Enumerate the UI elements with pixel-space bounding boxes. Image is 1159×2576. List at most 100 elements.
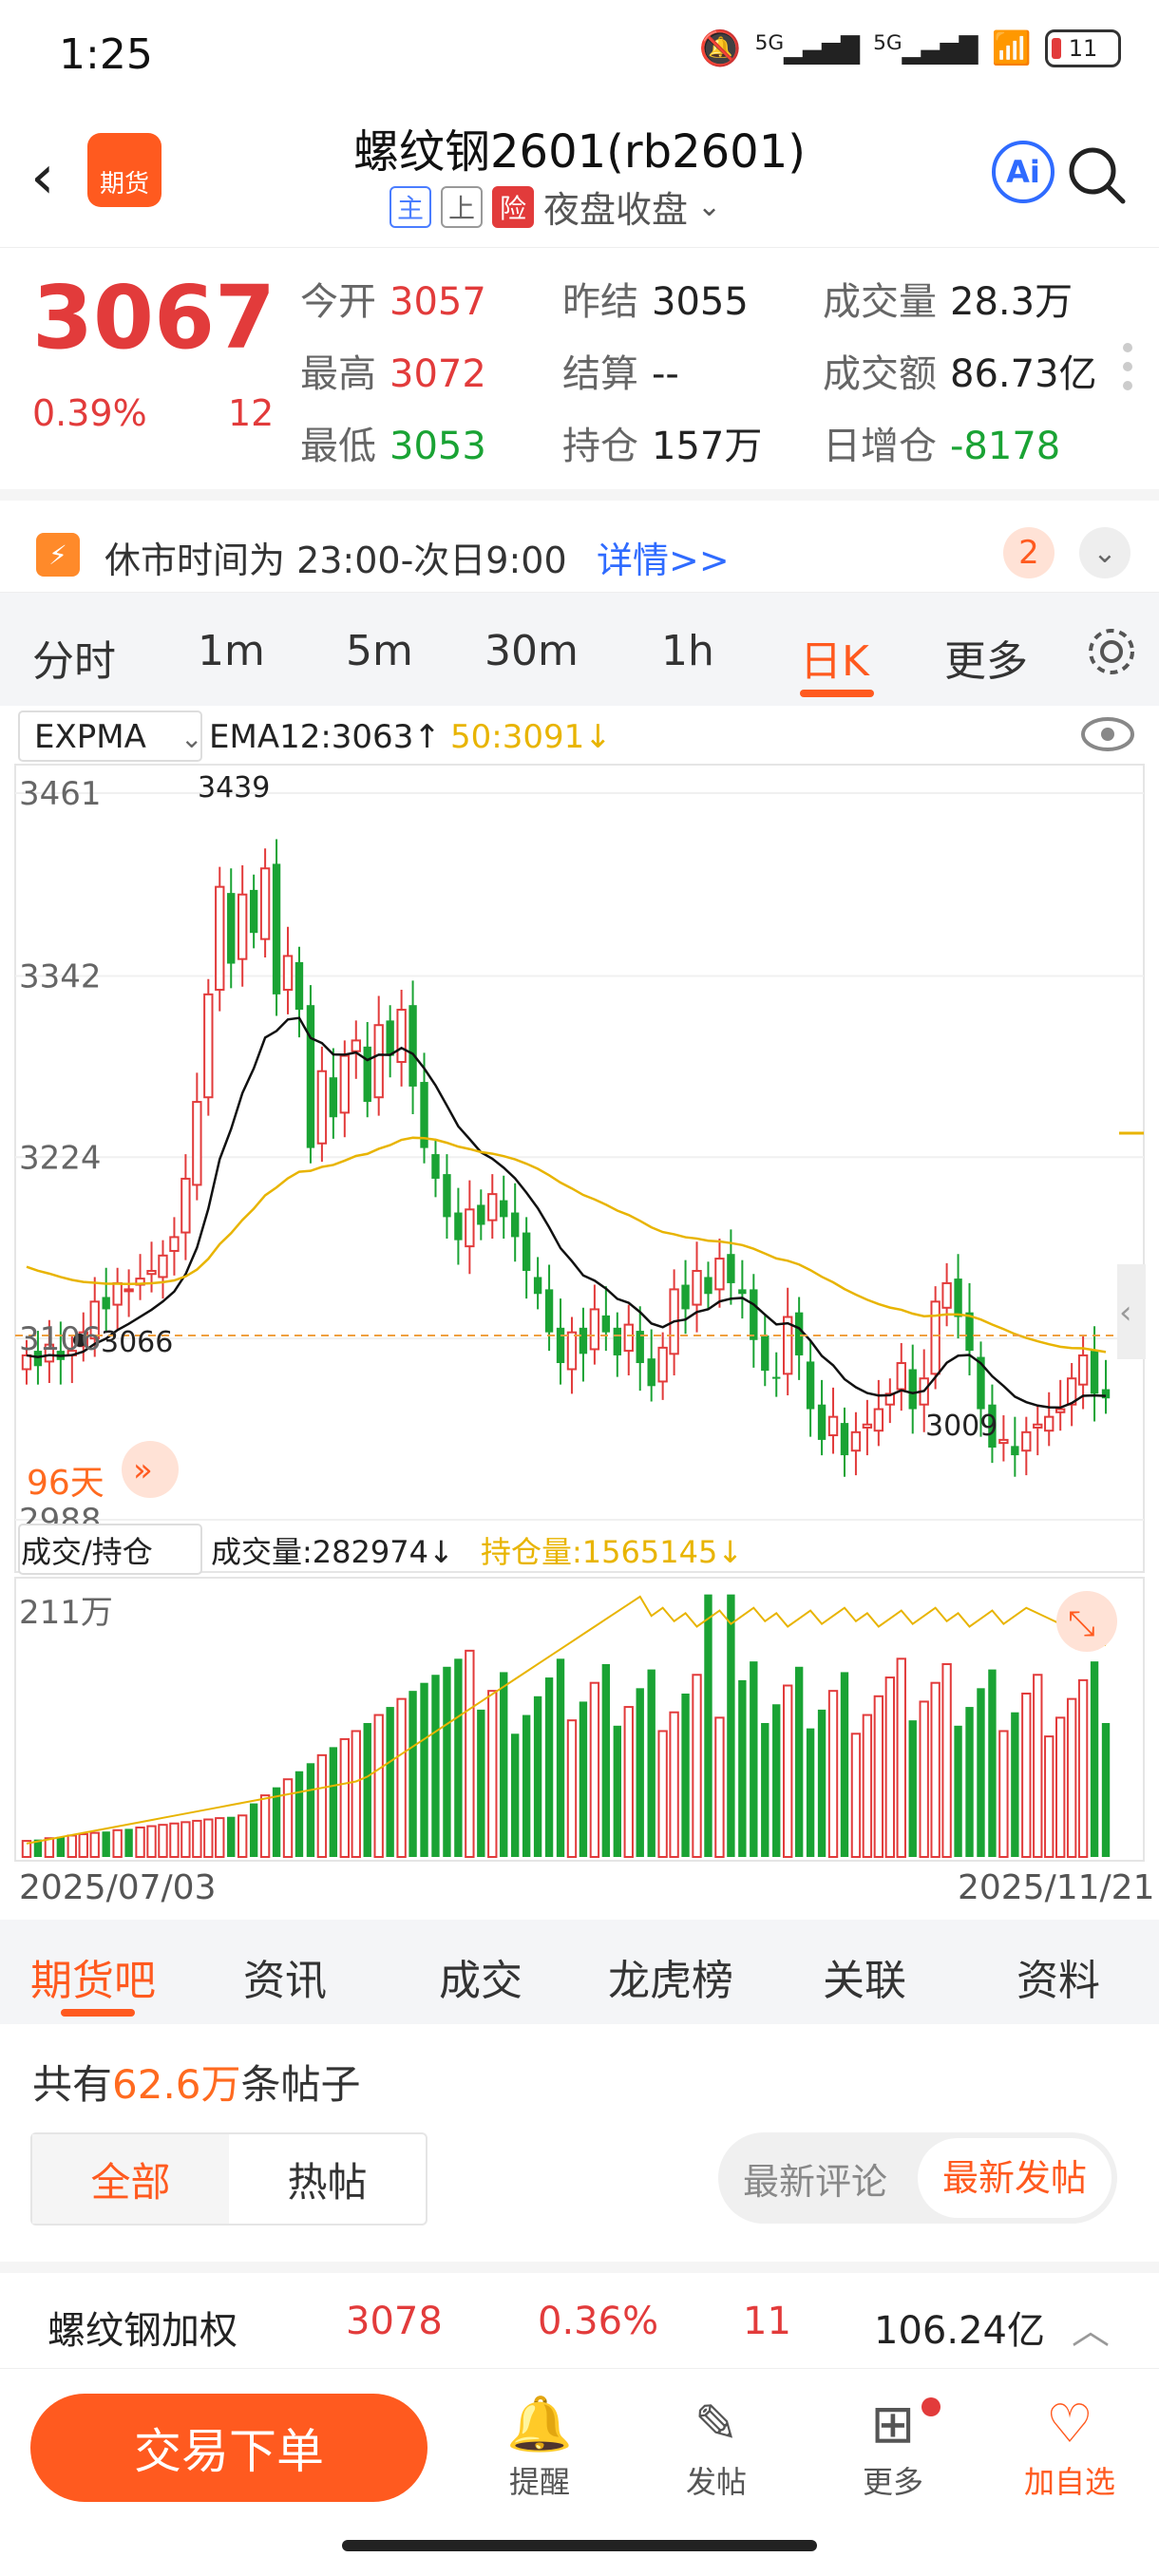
add-watchlist-button[interactable]: ♡ 加自选 [1013, 2392, 1127, 2502]
days-label: 96天 [27, 1464, 104, 1503]
fullscreen-circle[interactable] [1056, 1591, 1117, 1652]
sort-latest-post[interactable]: 最新发帖 [918, 2138, 1112, 2218]
kline-chart-area[interactable]: EXPMA ⌄ EMA12:3063↑ 50:3091↓ 3066 3439 3… [0, 706, 1159, 1920]
candle-body [556, 1327, 565, 1364]
candle-body [941, 1281, 952, 1309]
candle-body [454, 1212, 463, 1241]
more-dots-icon[interactable] [1123, 343, 1132, 390]
tab-dragon-tiger[interactable]: 龙虎榜 [608, 1957, 733, 2005]
volume-bar [862, 1714, 873, 1859]
tab-related[interactable]: 关联 [823, 1957, 906, 2005]
candle-body [420, 1082, 428, 1148]
tab-5m[interactable]: 5m [346, 627, 413, 675]
open-cell: 今开 3057 [300, 280, 486, 324]
tab-timeshare[interactable]: 分时 [32, 637, 116, 686]
tab-30m[interactable]: 30m [484, 627, 579, 675]
ai-button[interactable]: Ai [992, 141, 1054, 203]
tab-daily-k[interactable]: 日K [800, 637, 869, 686]
volume-bar [806, 1728, 815, 1857]
candle-body [727, 1254, 735, 1283]
volume-bar [351, 1730, 361, 1858]
tab-1h[interactable]: 1h [661, 627, 714, 675]
volume-bar [623, 1706, 634, 1858]
volume-bar [896, 1657, 906, 1858]
ema12-line [26, 1016, 1107, 1410]
candle-body [329, 1077, 338, 1118]
weighted-index-row[interactable]: 螺纹钢加权 3078 0.36% 11 106.24亿 ︿ [0, 2262, 1159, 2368]
status-icons: 🔕 5G▂▄▆█ 5G▂▄▆█ 📶 11 [699, 28, 1121, 68]
candle-body [443, 1174, 451, 1218]
candle-body [146, 1269, 157, 1276]
volume-bar [66, 1834, 77, 1858]
sub-selector-box[interactable] [18, 1524, 202, 1575]
tab-trades[interactable]: 成交 [439, 1957, 522, 2005]
volume-bar [431, 1675, 440, 1857]
tab-news[interactable]: 资讯 [243, 1957, 327, 2005]
tab-1m[interactable]: 1m [198, 627, 265, 675]
active-tab-underline [800, 690, 874, 697]
candle-body [272, 863, 281, 994]
sort-latest-comment[interactable]: 最新评论 [742, 2160, 887, 2203]
indicator-selector[interactable]: EXPMA [34, 718, 146, 756]
tag-risk: 险 [492, 185, 534, 228]
kline-chart-svg: EXPMA ⌄ EMA12:3063↑ 50:3091↓ 3066 3439 3… [14, 710, 1155, 1907]
sub-indicator-selector[interactable]: 成交/持仓 [21, 1534, 153, 1570]
candle-body [544, 1289, 554, 1333]
session-row[interactable]: 主 上 险 夜盘收盘 ⌄ [390, 180, 721, 233]
candle-body [1055, 1408, 1066, 1413]
settings-gear-icon[interactable] [1085, 625, 1138, 678]
candle-body [772, 1376, 781, 1379]
volume-bar [408, 1691, 417, 1857]
fullscreen-arrows-icon[interactable]: ⤡ [1068, 1604, 1095, 1643]
expand-circle[interactable] [122, 1441, 179, 1498]
candle-body [1066, 1377, 1077, 1406]
candle-body [566, 1331, 578, 1371]
more-button[interactable]: ⊞ 更多 [836, 2392, 950, 2502]
volume-bar [396, 1697, 407, 1858]
tag-main: 主 [390, 185, 431, 228]
candle-body [954, 1279, 962, 1317]
tab-more[interactable]: 更多 [944, 637, 1028, 686]
side-handle[interactable] [1117, 1264, 1146, 1359]
volume-bar [817, 1709, 826, 1857]
volume-bar [783, 1684, 793, 1859]
post-button[interactable]: ✎ 发帖 [659, 2392, 773, 2502]
chevron-up-icon[interactable]: ︿ [1072, 2309, 1110, 2353]
main-plot-frame [14, 764, 1145, 1573]
eye-icon[interactable] [1081, 717, 1134, 751]
remind-button[interactable]: 🔔 提醒 [483, 2392, 597, 2502]
candle-body [714, 1258, 725, 1291]
candle-body [623, 1323, 634, 1353]
tab-profile[interactable]: 资料 [1016, 1957, 1100, 2005]
volume-bar [215, 1817, 225, 1858]
session-label: 夜盘收盘 [543, 189, 689, 231]
volume-bar [601, 1663, 611, 1857]
side-handle-arrow-icon[interactable]: ‹ [1119, 1294, 1132, 1332]
filter-all[interactable]: 全部 [32, 2134, 229, 2224]
volume-bar [306, 1763, 315, 1857]
candle-body [657, 1346, 668, 1383]
indicator-selector-box[interactable] [18, 710, 202, 762]
filter-hot[interactable]: 热帖 [287, 2158, 368, 2206]
candle-body [613, 1327, 621, 1355]
search-icon[interactable] [1064, 142, 1130, 209]
notice-count-badge[interactable]: 2 [1003, 527, 1054, 578]
trade-order-button[interactable]: 交易下单 [30, 2394, 428, 2502]
back-icon[interactable]: ‹ [30, 142, 55, 213]
candle-body [998, 1438, 1009, 1445]
double-arrow-icon[interactable]: » [133, 1451, 153, 1489]
expand-chevron-icon[interactable]: ⌄ [1079, 527, 1130, 578]
candle-body [783, 1316, 793, 1375]
page-title: 螺纹钢2601(rb2601) [353, 125, 806, 179]
candle-body [647, 1358, 656, 1387]
high-annotation: 3439 [198, 771, 270, 805]
notice-details-link[interactable]: 详情>> [597, 540, 730, 581]
volume-bar [282, 1778, 294, 1858]
volume-bar [238, 1814, 248, 1859]
volume-bar [272, 1787, 281, 1857]
tab-futures-forum[interactable]: 期货吧 [30, 1957, 156, 2005]
candle-body [89, 1300, 100, 1340]
y-tick-label: 3342 [19, 957, 102, 995]
change-value: 12 [228, 392, 275, 434]
